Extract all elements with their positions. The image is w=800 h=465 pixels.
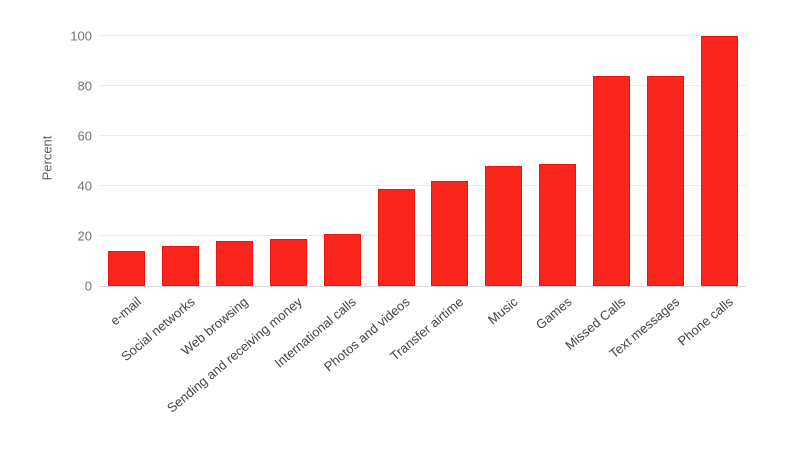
bar[interactable] xyxy=(269,238,307,286)
bar-column xyxy=(531,36,585,286)
bar-column xyxy=(100,36,154,286)
x-tick-label: Phone calls xyxy=(674,294,736,349)
bar[interactable] xyxy=(108,251,146,286)
bar[interactable] xyxy=(592,76,630,286)
gridline-40 xyxy=(100,185,746,186)
bar[interactable] xyxy=(377,188,415,286)
bar-column xyxy=(262,36,316,286)
bar-column xyxy=(692,36,746,286)
bar[interactable] xyxy=(162,246,200,286)
y-tick-label-100: 100 xyxy=(70,28,92,44)
bar-column xyxy=(154,36,208,286)
plot-area xyxy=(100,35,746,287)
bar[interactable] xyxy=(700,36,738,286)
bar-column xyxy=(638,36,692,286)
y-tick-label-0: 0 xyxy=(84,278,92,294)
x-tick-label: e-mail xyxy=(106,294,144,329)
bar-column xyxy=(369,36,423,286)
gridline-20 xyxy=(100,235,746,236)
bar[interactable] xyxy=(485,166,523,286)
bar-column xyxy=(477,36,531,286)
bar[interactable] xyxy=(323,233,361,286)
bar[interactable] xyxy=(216,241,254,286)
x-tick-label: Music xyxy=(484,294,521,328)
y-tick-label-80: 80 xyxy=(77,78,92,94)
y-tick-label-60: 60 xyxy=(77,128,92,144)
bar[interactable] xyxy=(539,163,577,286)
bar-column xyxy=(423,36,477,286)
bar-column xyxy=(315,36,369,286)
x-axis-baseline xyxy=(100,286,746,287)
bar[interactable] xyxy=(431,181,469,286)
y-tick-label-40: 40 xyxy=(77,178,92,194)
gridline-60 xyxy=(100,135,746,136)
bar-column xyxy=(208,36,262,286)
bar[interactable] xyxy=(646,76,684,286)
gridline-100 xyxy=(100,35,746,36)
y-tick-label-20: 20 xyxy=(77,228,92,244)
x-tick-label: Games xyxy=(532,294,575,333)
gridline-80 xyxy=(100,85,746,86)
bar-column xyxy=(585,36,639,286)
